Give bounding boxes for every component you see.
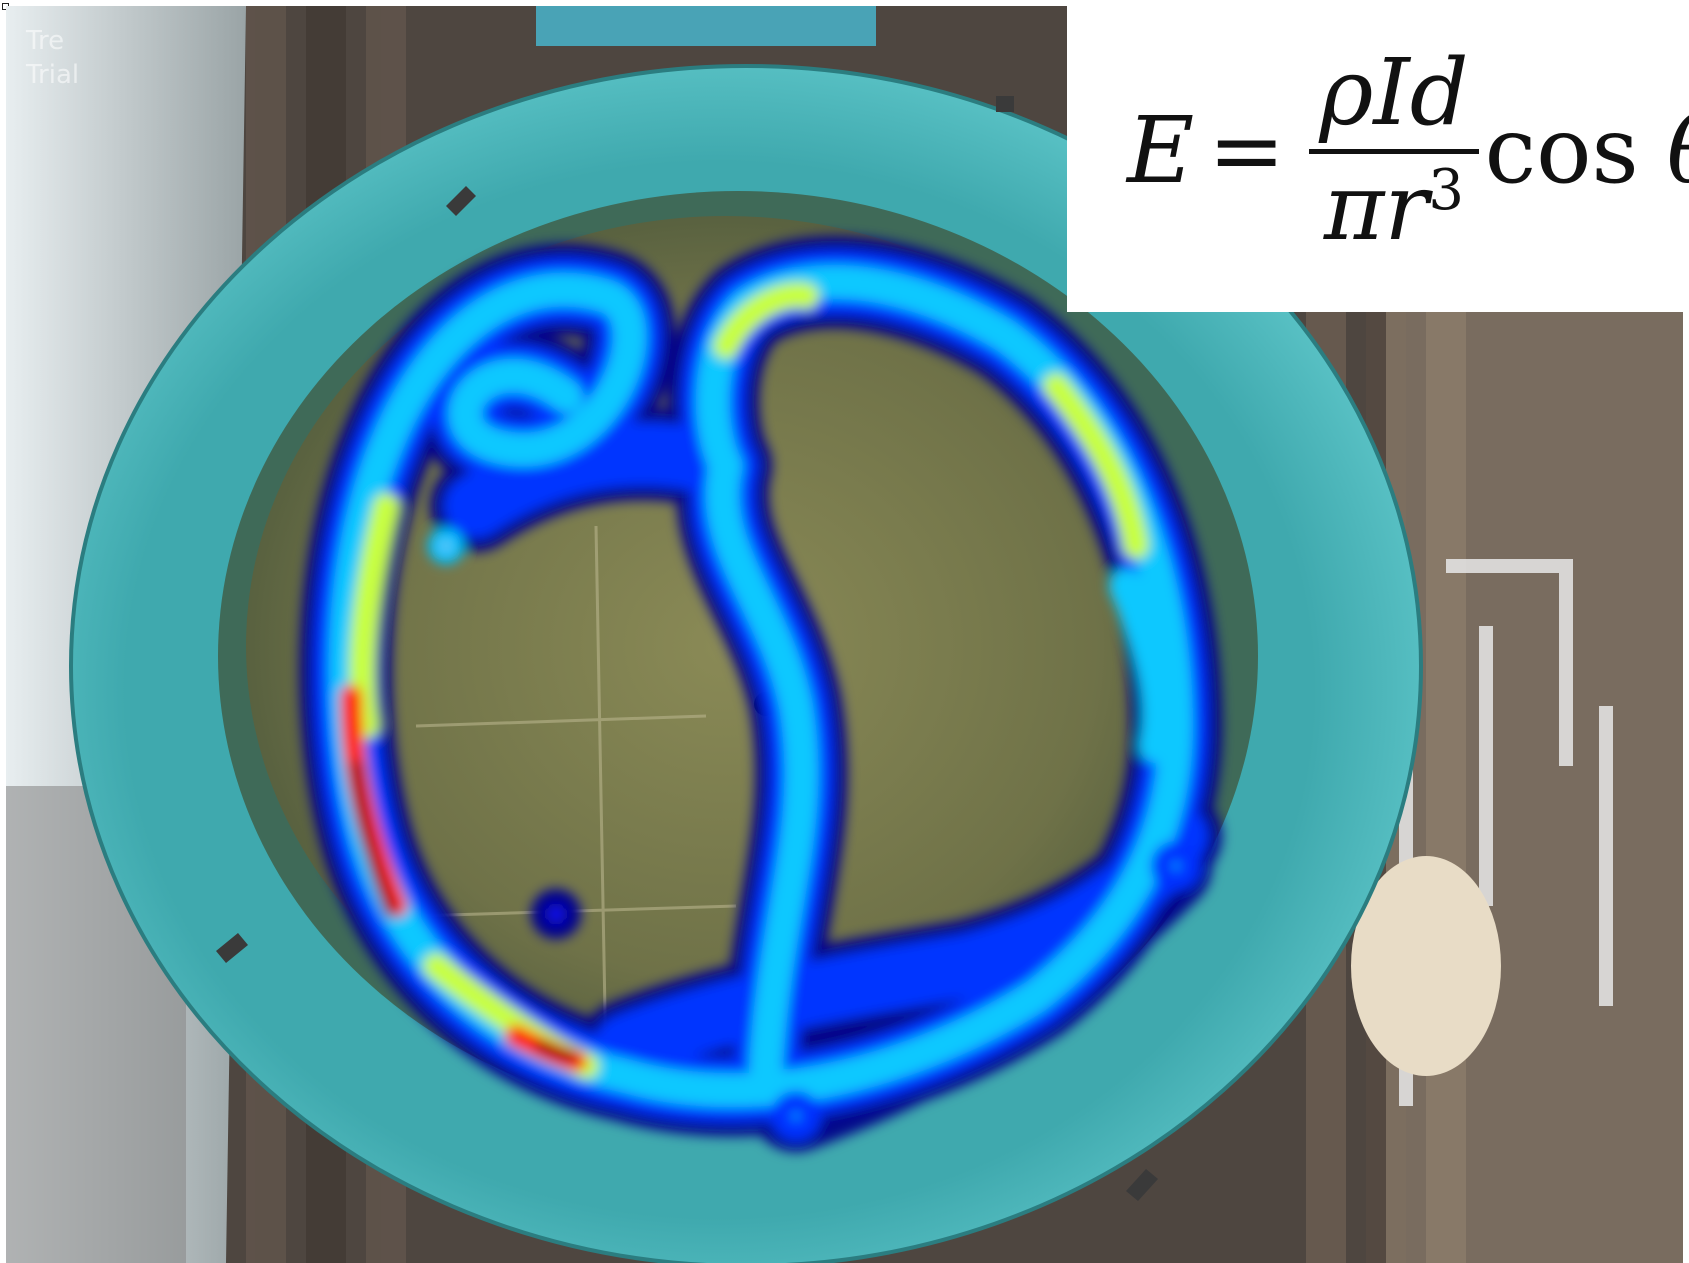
denominator-exponent: 3 — [1428, 157, 1464, 223]
heatmap-overlay — [299, 236, 1222, 1152]
filter-canister — [1351, 856, 1501, 1076]
caption-line-1: Tre — [26, 26, 65, 56]
fraction-bar — [1309, 148, 1479, 154]
fraction-numerator: ρId — [1319, 38, 1469, 146]
equation-theta: θ — [1667, 97, 1689, 204]
rim-clips — [216, 96, 1158, 1201]
denominator-base: πr — [1323, 153, 1429, 261]
fraction-denominator: πr3 — [1314, 154, 1474, 254]
equation-fraction: ρId πr3 — [1309, 38, 1479, 254]
caption-line-2: Trial — [26, 60, 80, 90]
video-overlay-caption: Tre Trial — [26, 24, 79, 92]
equation-cos: cos — [1484, 96, 1639, 204]
equation-lhs: E — [1127, 96, 1195, 204]
top-tank-edge — [536, 6, 876, 46]
right-equipment-area — [1386, 306, 1683, 1263]
equation-equals: = — [1208, 96, 1286, 204]
dipole-field-equation: E = ρId πr3 cos θ — [1127, 46, 1689, 253]
tank-heatmap-photo — [6, 6, 1683, 1263]
tank-rim-edge — [69, 64, 1423, 1263]
equation-panel: E = ρId πr3 cos θ — [1067, 0, 1689, 312]
